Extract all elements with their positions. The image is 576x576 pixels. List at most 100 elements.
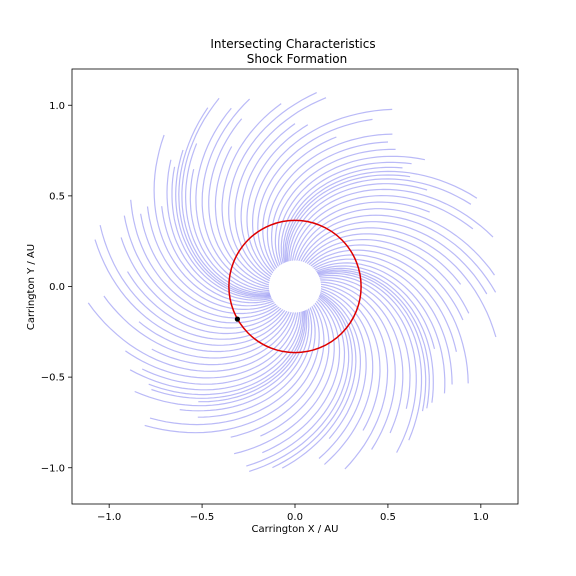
characteristic-curve — [252, 108, 393, 274]
characteristic-curve — [208, 118, 270, 288]
characteristic-curve — [313, 258, 453, 385]
characteristic-curve — [308, 244, 464, 321]
characteristic-curve — [272, 294, 353, 469]
characteristic-curve — [320, 281, 396, 450]
characteristic-curve — [129, 311, 302, 391]
y-tick-label: −1.0 — [41, 463, 65, 474]
characteristic-curve — [320, 285, 381, 431]
characteristic-curve — [161, 206, 273, 304]
characteristic-curve — [285, 174, 411, 263]
characteristic-curve — [189, 168, 270, 293]
y-tick-label: −0.5 — [41, 373, 65, 384]
characteristic-curve — [99, 224, 286, 340]
characteristic-curve — [296, 208, 495, 276]
characteristic-curve — [240, 123, 296, 278]
characteristic-curve — [171, 166, 272, 299]
shock-marker-point — [234, 316, 240, 322]
characteristic-curve — [288, 183, 428, 262]
x-axis-ticks: −1.0 −0.5 0.0 0.5 1.0 — [97, 504, 489, 523]
characteristic-curve — [262, 298, 341, 454]
characteristic-curve — [151, 311, 295, 366]
chart-title-line-1: Intersecting Characteristics — [210, 37, 375, 51]
characteristic-curve — [197, 308, 313, 418]
characteristic-curve — [246, 297, 346, 467]
characteristic-curve — [282, 166, 403, 264]
characteristic-curve — [262, 136, 337, 270]
characteristic-curve — [316, 267, 434, 403]
characteristic-curve — [234, 97, 327, 280]
characteristic-curve — [317, 269, 430, 409]
plot-area — [87, 92, 497, 472]
x-tick-label: −0.5 — [190, 512, 214, 523]
characteristic-curve — [178, 107, 271, 297]
characteristic-curve — [284, 170, 478, 263]
characteristic-curve — [320, 291, 361, 439]
characteristic-curve — [138, 310, 290, 353]
characteristic-curve — [277, 155, 426, 265]
characteristic-curve — [302, 227, 497, 338]
y-tick-label: 0.5 — [49, 191, 65, 202]
y-tick-label: 1.0 — [49, 101, 65, 112]
characteristic-curve — [184, 143, 271, 295]
characteristic-curve — [257, 118, 373, 272]
y-axis-label: Carrington Y / AU — [26, 244, 37, 330]
characteristic-curve — [94, 239, 288, 346]
characteristic-curve — [134, 309, 308, 407]
characteristic-curve — [103, 295, 292, 359]
x-axis-label: Carrington X / AU — [252, 524, 339, 535]
x-tick-label: −1.0 — [97, 512, 121, 523]
shock-reference-circle — [228, 219, 362, 354]
characteristic-curve — [214, 146, 270, 286]
characteristic-curve — [280, 161, 412, 264]
characteristic-curve — [141, 311, 301, 385]
characteristic-curves — [87, 92, 497, 472]
characteristic-curve — [120, 237, 282, 329]
characteristic-curve — [311, 254, 457, 352]
y-tick-label: 0.0 — [49, 282, 65, 293]
characteristic-curve — [123, 215, 280, 324]
characteristic-curve — [286, 178, 472, 263]
x-tick-label: 0.5 — [380, 512, 396, 523]
characteristic-curve — [306, 239, 470, 314]
characteristic-curve — [233, 300, 335, 455]
characteristic-curve — [293, 201, 430, 262]
characteristic-curve — [319, 277, 411, 409]
characteristic-curve — [320, 283, 389, 470]
characteristic-curve — [166, 159, 272, 301]
characteristic-curve — [320, 288, 374, 465]
characteristic-curve — [317, 271, 427, 412]
characteristic-curve — [198, 310, 306, 403]
x-tick-label: 0.0 — [287, 512, 303, 523]
characteristic-curve — [266, 133, 393, 269]
characteristic-curve — [246, 124, 309, 276]
characteristic-curve — [228, 92, 317, 282]
characteristic-curve — [148, 310, 304, 396]
characteristic-curve — [320, 279, 404, 434]
characteristic-curve — [318, 274, 417, 453]
characteristic-curve — [153, 134, 274, 307]
characteristic-curve — [300, 221, 488, 295]
characteristic-curve — [149, 306, 316, 426]
characteristic-curve — [201, 98, 270, 290]
characteristic-curve — [318, 272, 423, 441]
characteristic-curve — [179, 308, 310, 412]
characteristic-curve — [175, 149, 271, 298]
characteristic-curve — [126, 271, 284, 335]
characteristic-curve — [290, 188, 494, 262]
characteristic-curve — [274, 148, 396, 266]
characteristic-curve — [130, 199, 279, 319]
characteristic-curve — [221, 103, 282, 284]
characteristic-curve — [315, 265, 436, 350]
x-tick-label: 1.0 — [473, 512, 489, 523]
characteristic-curve — [270, 141, 389, 268]
characteristic-curve — [260, 302, 330, 437]
characteristic-curve — [140, 213, 277, 315]
characteristic-curve — [314, 262, 446, 394]
characteristic-curve — [195, 107, 270, 292]
y-axis-ticks: −1.0 −0.5 0.0 0.5 1.0 — [41, 101, 72, 474]
inner-boundary-circle — [269, 260, 321, 313]
characteristic-curve — [249, 295, 350, 472]
characteristic-curve — [144, 305, 320, 434]
characteristic-curve — [304, 233, 462, 285]
